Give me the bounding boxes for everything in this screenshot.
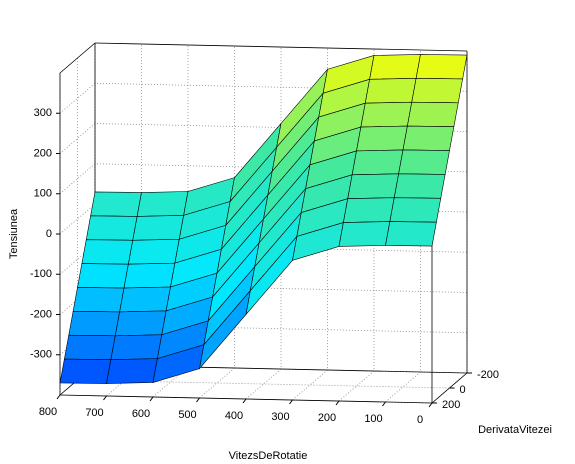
- surface-face: [77, 263, 129, 289]
- grid-line: [152, 45, 189, 398]
- surface-face: [338, 221, 391, 247]
- surface-face: [114, 310, 167, 337]
- surface-face: [132, 215, 184, 241]
- x-tick: [242, 398, 247, 404]
- x-axis-label: VitezsDeRotatie: [229, 450, 308, 462]
- surface-face: [343, 197, 395, 223]
- surface-face: [360, 101, 413, 128]
- x-tick-label: 400: [225, 410, 243, 422]
- z-axis-label: Tensiunea: [8, 208, 20, 259]
- surface-face: [72, 287, 125, 313]
- grid-line: [59, 243, 468, 275]
- x-tick-label: 600: [132, 408, 150, 420]
- y-tick-label: 200: [442, 399, 460, 411]
- labels: VitezsDeRotatie DerivataVitezei Tensiune…: [8, 107, 552, 462]
- x-tick-label: 100: [364, 413, 382, 425]
- grid-line: [106, 44, 142, 397]
- z-tick-label: 300: [34, 107, 52, 119]
- surface-face: [393, 173, 446, 199]
- surface-face: [385, 221, 437, 247]
- x-tick-label: 800: [39, 406, 57, 418]
- surface-face: [351, 149, 404, 176]
- x-tick: [196, 397, 200, 403]
- z-tick-label: -200: [30, 308, 52, 320]
- grid-line: [199, 46, 235, 399]
- surface-face: [119, 286, 171, 313]
- x-tick: [335, 400, 340, 406]
- x-tick-label: 500: [178, 409, 196, 421]
- x-tick-label: 300: [271, 411, 289, 423]
- grid-line: [338, 49, 375, 402]
- z-tick-label: -300: [30, 349, 52, 361]
- surface-face: [407, 101, 459, 127]
- surface-face: [110, 334, 163, 360]
- x-tick-label: 0: [417, 414, 423, 426]
- surface-face: [136, 191, 189, 217]
- z-tick-label: 200: [34, 147, 52, 159]
- surface-face: [364, 77, 417, 104]
- z-tick-label: 0: [46, 228, 52, 240]
- surface: [59, 54, 468, 384]
- surface-face: [369, 54, 421, 80]
- surface-face: [402, 125, 455, 151]
- x-tick-label: 200: [318, 412, 336, 424]
- y-tick-label: -200: [477, 369, 499, 381]
- y-axis-label: DerivataVitezei: [478, 424, 552, 436]
- grid-line: [245, 47, 282, 400]
- surface-face: [356, 125, 408, 152]
- surface-face: [347, 173, 399, 199]
- x-tick: [103, 395, 107, 401]
- surface-face: [90, 191, 142, 217]
- surface-face: [128, 238, 180, 265]
- x-tick: [56, 394, 61, 400]
- surface-face: [389, 197, 442, 223]
- surface-face: [106, 358, 158, 384]
- surface-face: [411, 77, 463, 104]
- x-tick: [382, 401, 386, 407]
- surface-face: [68, 310, 120, 337]
- surface-face: [398, 149, 450, 175]
- x-tick: [149, 396, 154, 402]
- z-tick-label: -100: [30, 268, 52, 280]
- surface-face: [59, 358, 112, 384]
- surface-face: [85, 215, 138, 241]
- surface-face: [415, 54, 468, 80]
- y-tick-label: 0: [460, 384, 466, 396]
- grid-line: [59, 284, 468, 315]
- box-edge: [94, 42, 468, 52]
- x-tick: [428, 402, 433, 408]
- x-tick: [289, 399, 293, 405]
- surface-face: [64, 334, 116, 360]
- box-edge: [59, 42, 96, 74]
- grid-line: [385, 50, 421, 403]
- x-tick-label: 700: [85, 407, 103, 419]
- z-tick-label: 100: [34, 188, 52, 200]
- surface-face: [81, 239, 134, 265]
- grid-line: [292, 48, 328, 401]
- surface-face: [123, 262, 176, 289]
